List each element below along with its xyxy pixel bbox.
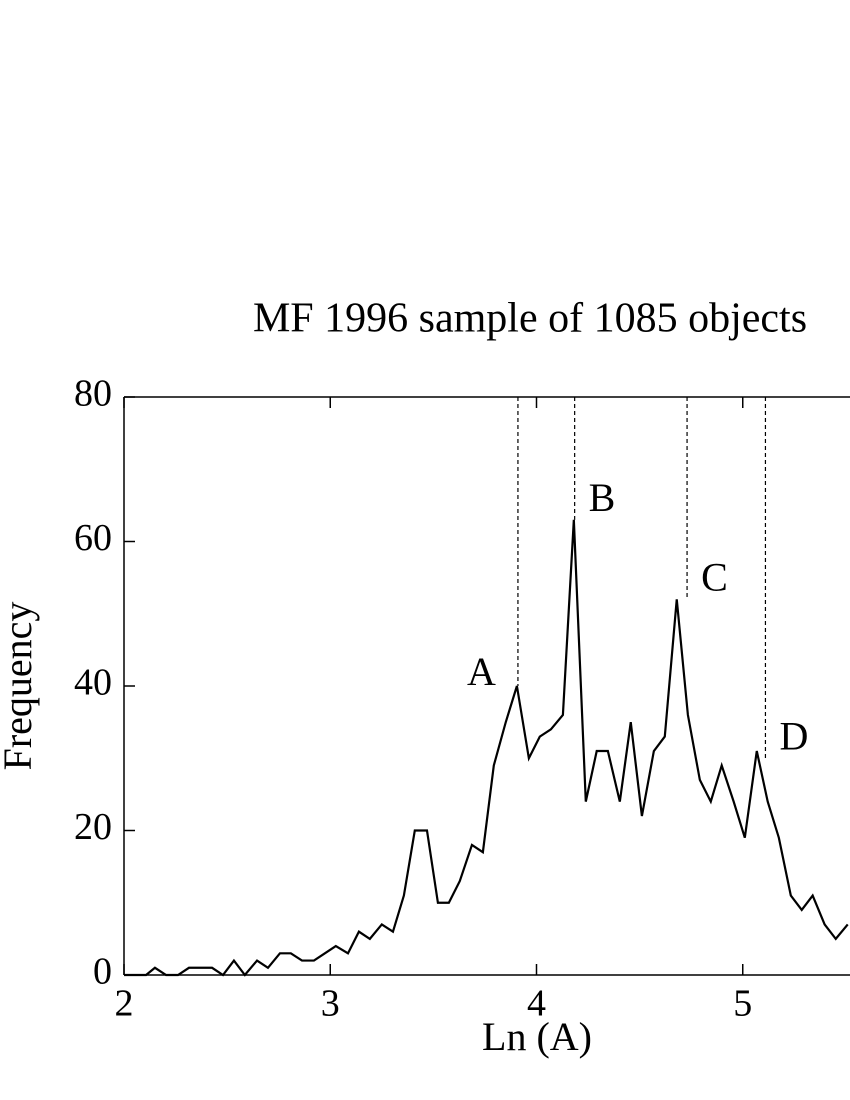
y-tick-label: 60: [74, 517, 112, 559]
x-tick-label: 4: [527, 983, 546, 1025]
chart-title: MF 1996 sample of 1085 objects: [253, 296, 807, 342]
annotation-label: D: [779, 713, 808, 758]
y-tick-label: 0: [93, 951, 112, 993]
annotation-label: A: [467, 649, 496, 694]
x-tick-label: 3: [321, 983, 340, 1025]
x-axis-label: Ln (A): [482, 1014, 592, 1059]
y-tick-label: 40: [74, 662, 112, 704]
x-tick-label: 5: [733, 983, 752, 1025]
annotation-label: C: [701, 554, 728, 599]
annotation-label: B: [589, 475, 616, 520]
data-line: [124, 519, 849, 977]
y-tick-label: 80: [74, 373, 112, 415]
y-tick-label: 20: [74, 806, 112, 848]
x-tick-label: 2: [115, 983, 134, 1025]
y-axis-label: Frequency: [0, 602, 40, 771]
